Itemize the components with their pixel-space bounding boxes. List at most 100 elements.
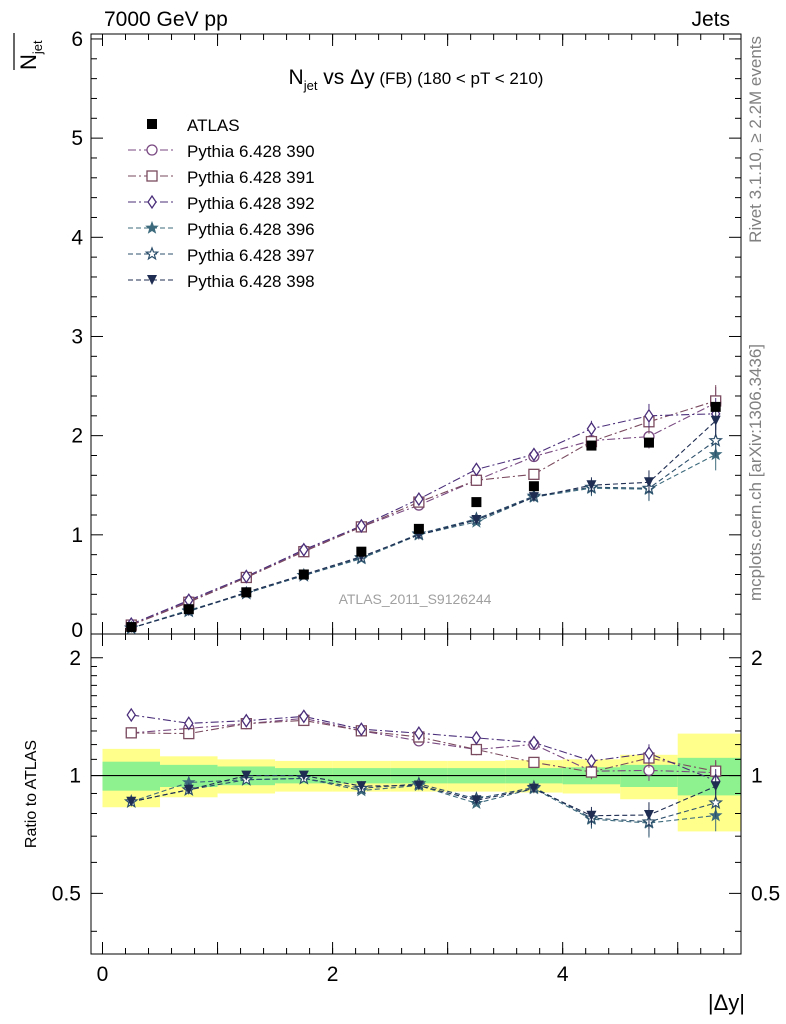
marker-diamond xyxy=(471,462,482,477)
header-process-label: 7000 GeV pp xyxy=(104,8,228,31)
y-tick-label: 3 xyxy=(71,325,83,348)
marker-triangle-down xyxy=(643,810,654,821)
marker-triangle-down xyxy=(528,783,539,794)
legend-label: Pythia 6.428 397 xyxy=(187,246,315,265)
y-tick-label: 2 xyxy=(71,425,83,448)
rivet-version-label: Rivet 3.1.10, ≥ 2.2M events xyxy=(746,36,765,243)
chart-labels: 0 2 4 0 1 2 3 4 5 6 0.5 0.5 1 1 2 2 Njet vs Δy (FB) (180… xyxy=(13,28,780,1015)
header-analysis-label: Jets xyxy=(691,8,730,31)
marker-diamond xyxy=(299,709,309,724)
analysis-watermark: ATLAS_2011_S9126244 xyxy=(339,591,492,607)
x-tick-label: 0 xyxy=(97,963,109,986)
marker-triangle-down xyxy=(643,477,654,488)
marker-diamond xyxy=(299,542,309,557)
x-tick-label: 4 xyxy=(557,963,569,986)
plot-frames xyxy=(90,33,742,955)
marker-triangle-down xyxy=(356,781,367,792)
marker-data-square xyxy=(528,481,539,492)
marker-diamond xyxy=(356,518,367,534)
marker-data-square xyxy=(126,622,137,633)
marker-data-square xyxy=(298,569,309,580)
marker-triangle-down xyxy=(298,770,309,781)
legend-label: Pythia 6.428 398 xyxy=(187,272,315,291)
marker-star xyxy=(145,220,159,234)
marker-square xyxy=(470,743,483,756)
series-line-main xyxy=(131,420,717,629)
marker-triangle-down xyxy=(586,810,597,821)
marker-diamond xyxy=(126,707,137,723)
marker-square xyxy=(585,766,598,778)
mcplots-label: mcplots.cern.ch [arXiv:1306.3436] xyxy=(746,344,765,601)
ratio-tick-label-right: 0.5 xyxy=(751,882,780,905)
marker-circle xyxy=(146,144,158,156)
marker-triangle-down xyxy=(528,492,539,503)
series-line-main xyxy=(131,440,717,629)
marker-diamond xyxy=(586,753,597,769)
green-band-bin xyxy=(102,761,161,791)
x-tick-label: 2 xyxy=(327,963,339,986)
marker-data-square xyxy=(183,604,194,615)
y-tick-label: 6 xyxy=(71,28,83,51)
marker-triangle-down xyxy=(126,796,137,807)
marker-diamond xyxy=(529,447,539,462)
marker-triangle-down xyxy=(413,780,424,791)
marker-triangle-down xyxy=(183,784,194,795)
marker-square xyxy=(146,170,158,182)
marker-data-square xyxy=(413,523,424,534)
marker-triangle-down xyxy=(710,781,721,792)
ratio-tick-label-right: 1 xyxy=(751,765,763,788)
marker-diamond xyxy=(529,735,539,750)
legend-label: ATLAS xyxy=(187,116,240,135)
marker-diamond xyxy=(471,730,482,746)
legend-label: Pythia 6.428 392 xyxy=(187,194,315,213)
marker-triangle-down xyxy=(586,480,597,491)
green-band-bin xyxy=(677,757,741,796)
legend: ATLAS Pythia 6.428 390 Pythia 6.428 391 Pyt… xyxy=(128,116,315,291)
series-line-main xyxy=(131,413,716,625)
ratio-axis-label: Ratio to ATLAS xyxy=(23,740,40,848)
legend-label: Pythia 6.428 390 xyxy=(187,142,315,161)
axis-ticks xyxy=(91,34,741,954)
marker-square xyxy=(528,756,540,769)
marker-diamond xyxy=(644,408,654,423)
marker-square xyxy=(470,474,483,486)
marker-diamond xyxy=(586,421,597,436)
marker-data-square xyxy=(643,437,654,448)
marker-data-square xyxy=(471,497,482,508)
y-tick-label: 0 xyxy=(71,619,83,642)
series-lines xyxy=(131,400,717,824)
ratio-tick-label-right: 2 xyxy=(751,647,763,670)
legend-label: Pythia 6.428 396 xyxy=(187,220,315,239)
marker-star-open xyxy=(708,795,724,810)
marker-triangle-down xyxy=(471,514,482,525)
marker-diamond xyxy=(241,569,252,584)
x-axis-label: |Δy| xyxy=(708,990,745,1015)
marker-triangle-down xyxy=(471,795,482,806)
ratio-tick-label-left: 2 xyxy=(69,647,81,670)
marker-diamond xyxy=(184,716,194,731)
marker-square xyxy=(125,727,137,739)
marker-star-open xyxy=(708,432,724,447)
series-markers xyxy=(123,385,724,838)
marker-diamond xyxy=(414,491,424,507)
y-tick-label: 4 xyxy=(71,226,83,249)
chart-title: Njet vs Δy (FB) (180 < pT < 210) xyxy=(289,66,544,93)
marker-data-square xyxy=(586,440,597,451)
marker-diamond xyxy=(414,726,424,741)
marker-triangle-down xyxy=(147,275,157,285)
marker-diamond xyxy=(147,194,157,210)
marker-data-square xyxy=(147,119,157,129)
marker-square xyxy=(528,468,540,480)
series-line-main xyxy=(131,400,716,626)
marker-data-square xyxy=(241,587,252,598)
ratio-tick-label-left: 0.5 xyxy=(52,882,81,905)
marker-diamond xyxy=(241,713,252,728)
y-tick-label: 1 xyxy=(71,524,83,547)
marker-star-open xyxy=(144,246,160,261)
ratio-plot-frame xyxy=(90,633,742,955)
marker-data-square xyxy=(710,401,721,412)
y-tick-label: 5 xyxy=(71,127,83,150)
marker-diamond xyxy=(644,746,654,761)
marker-diamond xyxy=(356,722,367,737)
